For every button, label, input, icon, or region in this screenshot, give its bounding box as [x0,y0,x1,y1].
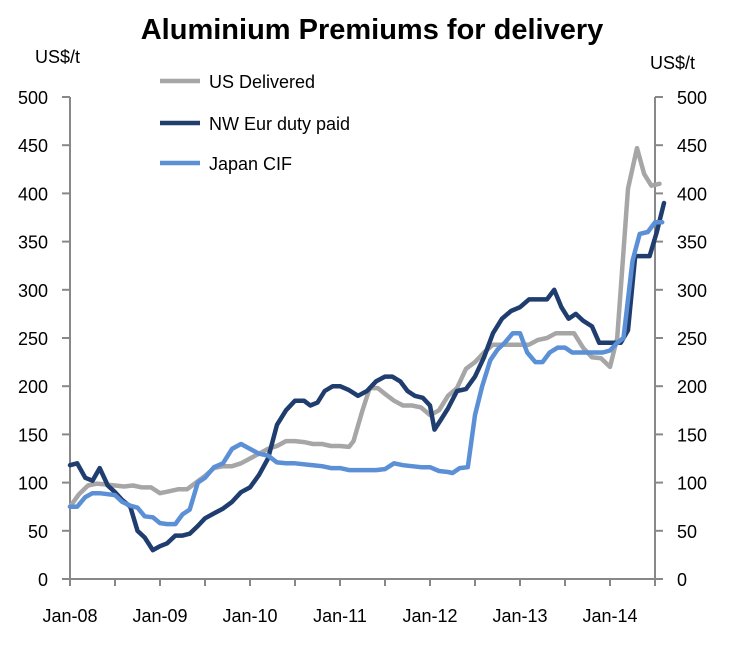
y-tick-label-right: 400 [677,184,707,204]
x-tick-label: Jan-09 [132,606,187,626]
legend: US Delivered NW Eur duty paid Japan CIF [160,72,350,174]
y-tick-label-right: 200 [677,377,707,397]
series-line-japan-cif [67,220,665,527]
x-tick-label: Jan-12 [402,606,457,626]
y-tick-label-right: 100 [677,474,707,494]
y-tick-label-left: 500 [18,88,48,108]
y-tick-label-left: 400 [18,184,48,204]
legend-label-japan-cif: Japan CIF [209,154,292,174]
y-tick-label-left: 350 [18,233,48,253]
x-tick-label: Jan-08 [42,606,97,626]
y-tick-label-left: 50 [28,522,48,542]
x-tick-label: Jan-14 [582,606,637,626]
y-tick-label-right: 150 [677,425,707,445]
y-tick-label-right: 500 [677,88,707,108]
y-tick-label-left: 450 [18,136,48,156]
y-tick-label-right: 0 [677,570,687,590]
y-tick-label-left: 250 [18,329,48,349]
y-tick-label-left: 200 [18,377,48,397]
series-line-nw-eur-duty-paid [67,200,667,553]
axes: 0 0 50 50 100 100 150 150 200 200 250 250 300 300 350 3… [18,88,707,626]
x-tick-label: Jan-13 [492,606,547,626]
y-tick-label-right: 450 [677,136,707,156]
legend-label-us-delivered: US Delivered [209,72,315,92]
y-tick-label-left: 150 [18,425,48,445]
series-line-us-delivered [67,145,662,509]
legend-label-nw-eur-duty-paid: NW Eur duty paid [209,114,350,134]
x-tick-label: Jan-10 [222,606,277,626]
right-axis-unit: US$/t [650,53,695,73]
y-tick-label-right: 350 [677,233,707,253]
y-tick-label-left: 300 [18,281,48,301]
y-tick-label-right: 250 [677,329,707,349]
left-axis-unit: US$/t [35,47,80,67]
y-tick-label-left: 0 [38,570,48,590]
y-tick-label-left: 100 [18,474,48,494]
chart-title: Aluminium Premiums for delivery [141,14,604,46]
x-tick-label: Jan-11 [313,606,367,626]
series-layer [67,145,667,553]
y-tick-label-right: 300 [677,281,707,301]
y-tick-label-right: 50 [677,522,697,542]
